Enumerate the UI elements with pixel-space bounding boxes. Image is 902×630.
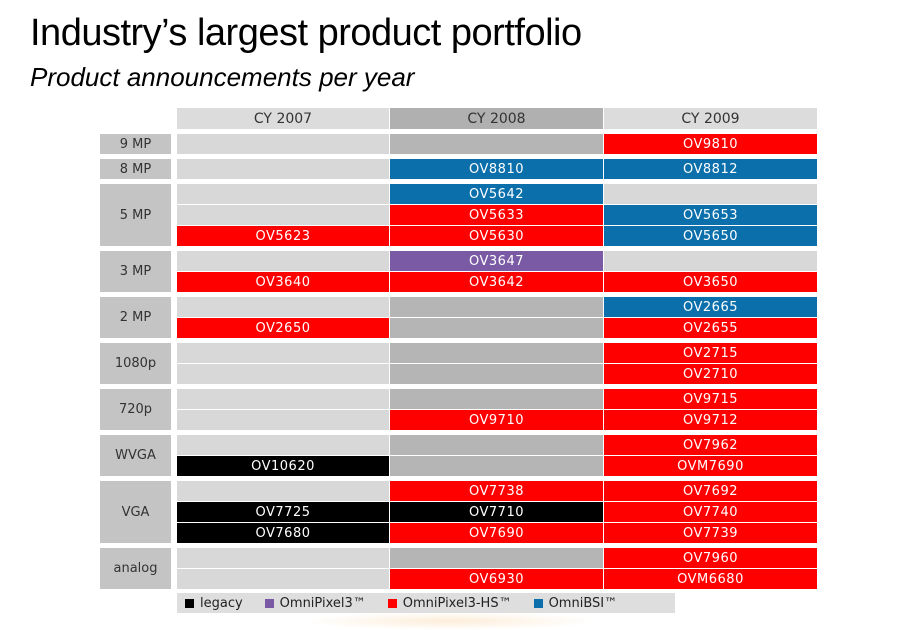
empty-cell [390,364,603,384]
empty-cell [390,548,603,568]
product-cell: OV5650 [604,226,817,246]
product-cell: OV9710 [390,410,603,430]
legend-item: OmniPixel3-HS™ [387,595,512,611]
empty-cell [177,435,389,455]
page-title: Industry’s largest product portfolio [30,12,582,54]
empty-cell [390,318,603,338]
product-cell: OV5630 [390,226,603,246]
legend-swatch [387,598,397,608]
legend-swatch [533,598,543,608]
legend-label: OmniPixel3™ [279,595,366,611]
empty-cell [177,410,389,430]
year-header: CY 2008 [390,108,603,129]
resolution-label: VGA [100,481,171,543]
legend-item: OmniBSI™ [533,595,618,611]
product-cell: OV5653 [604,205,817,225]
product-cell: OVM7690 [604,456,817,476]
product-cell: OV7960 [604,548,817,568]
product-cell: OV2710 [604,364,817,384]
legend-label: OmniBSI™ [548,595,618,611]
legend-item: legacy [185,596,243,611]
product-cell: OV3650 [604,272,817,292]
empty-cell [177,184,389,204]
product-cell: OV6930 [390,569,603,589]
product-cell: OVM6680 [604,569,817,589]
product-cell: OV7739 [604,523,817,543]
empty-cell [390,456,603,476]
empty-cell [177,297,389,317]
resolution-label: 2 MP [100,297,171,338]
product-cell: OV3647 [390,251,603,271]
product-cell: OV9712 [604,410,817,430]
empty-cell [177,343,389,363]
year-header: CY 2009 [604,108,817,129]
page-subtitle: Product announcements per year [30,62,415,92]
product-cell: OV2665 [604,297,817,317]
product-cell: OV9810 [604,134,817,154]
product-cell: OV7740 [604,502,817,522]
product-cell: OV5623 [177,226,389,246]
resolution-label: 9 MP [100,134,171,154]
legend-swatch [185,598,194,608]
product-cell: OV5633 [390,205,603,225]
product-cell: OV7738 [390,481,603,501]
empty-cell [390,343,603,363]
product-cell: OV7710 [390,502,603,522]
product-cell: OV7962 [604,435,817,455]
product-cell: OV7725 [177,502,389,522]
year-header: CY 2007 [177,108,389,129]
resolution-label: 5 MP [100,184,171,246]
product-cell: OV2655 [604,318,817,338]
empty-cell [177,389,389,409]
empty-cell [177,251,389,271]
resolution-label: 720p [100,389,171,430]
product-cell: OV10620 [177,456,389,476]
empty-cell [390,297,603,317]
product-cell: OV2715 [604,343,817,363]
product-cell: OV3642 [390,272,603,292]
empty-cell [604,251,817,271]
legend-label: OmniPixel3-HS™ [402,595,512,611]
empty-cell [177,548,389,568]
empty-cell [177,569,389,589]
empty-cell [390,389,603,409]
product-cell: OV7692 [604,481,817,501]
product-cell: OV8812 [604,159,817,179]
empty-cell [177,134,389,154]
legend-swatch [264,598,274,608]
empty-cell [177,364,389,384]
resolution-label: analog [100,548,171,589]
resolution-label: WVGA [100,435,171,476]
product-cell: OV9715 [604,389,817,409]
product-cell: OV3640 [177,272,389,292]
resolution-label: 3 MP [100,251,171,292]
empty-cell [604,184,817,204]
product-cell: OV8810 [390,159,603,179]
product-cell: OV5642 [390,184,603,204]
product-cell: OV7680 [177,523,389,543]
legend: legacy OmniPixel3™ OmniPixel3-HS™ OmniBSI™ [177,593,675,613]
empty-cell [177,205,389,225]
empty-cell [177,159,389,179]
resolution-label: 8 MP [100,159,171,179]
empty-cell [390,435,603,455]
legend-label: legacy [200,595,243,611]
product-cell: OV7690 [390,523,603,543]
empty-cell [390,134,603,154]
product-cell: OV2650 [177,318,389,338]
decorative-glow [300,612,600,630]
legend-item: OmniPixel3™ [264,595,366,611]
empty-cell [177,481,389,501]
resolution-label: 1080p [100,343,171,384]
